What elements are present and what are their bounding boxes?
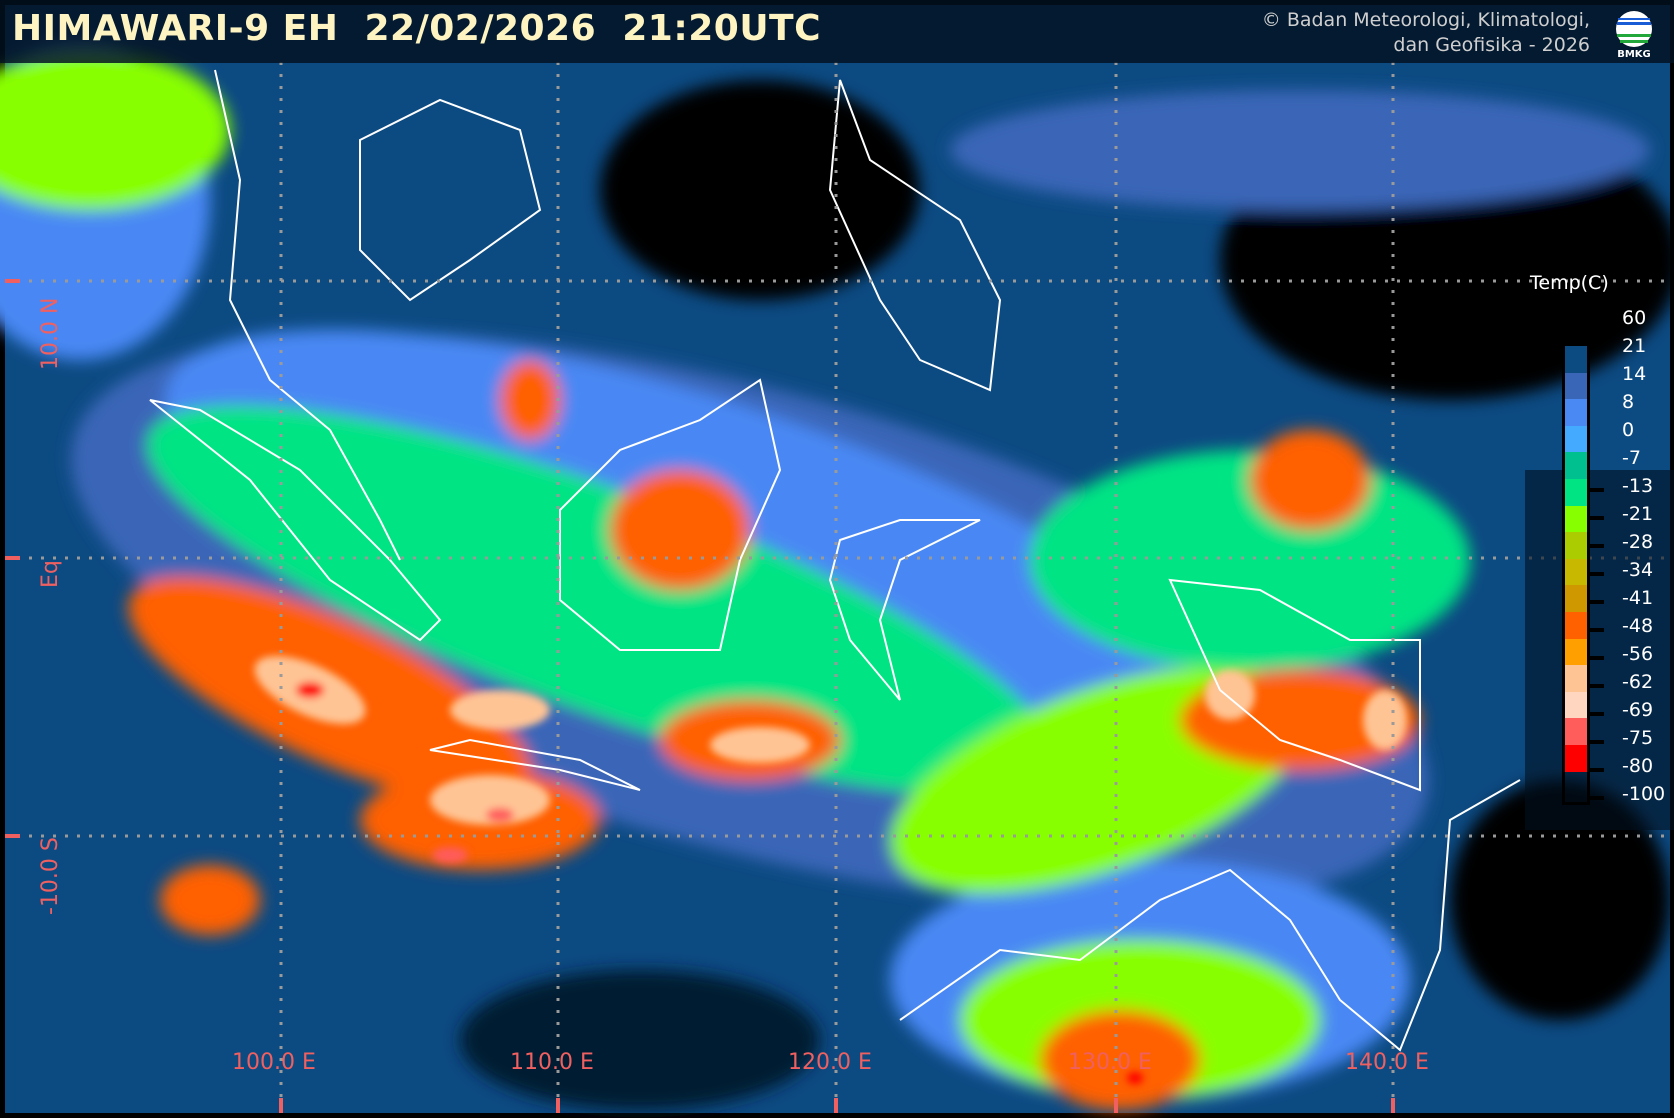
legend-tick	[1588, 572, 1604, 576]
colorbar-swatch	[1565, 638, 1587, 666]
legend-title: Temp(C)	[1530, 272, 1609, 294]
legend-label: 60	[1622, 307, 1647, 329]
lat-label-10n: 10.0 N	[38, 297, 63, 370]
axis-ticks	[5, 279, 1395, 1113]
lat-label-10s: -10.0 S	[38, 837, 63, 915]
legend-tick	[1588, 684, 1604, 688]
lon-label-140e: 140.0 E	[1345, 1050, 1429, 1075]
legend-tick	[1588, 628, 1604, 632]
colorbar-swatch	[1565, 452, 1587, 479]
colorbar-swatch	[1565, 691, 1587, 719]
legend-label: -75	[1622, 727, 1654, 749]
legend-label: -62	[1622, 671, 1654, 693]
colorbar-swatch	[1565, 558, 1587, 586]
colorbar-swatch	[1565, 425, 1587, 453]
colorbar-swatch	[1565, 532, 1587, 559]
header-bar: HIMAWARI-9 EH 22/02/2026 21:20UTC © Bada…	[0, 0, 1674, 63]
legend-label: -80	[1622, 755, 1654, 777]
legend-label: -13	[1622, 475, 1654, 497]
legend-tick	[1588, 656, 1604, 660]
colorbar-swatch	[1565, 611, 1587, 639]
colorbar-swatch	[1565, 665, 1587, 692]
colorbar-swatch	[1565, 718, 1587, 745]
temperature-colorbar	[1562, 343, 1590, 805]
coastlines	[149, 69, 1521, 1052]
bmkg-logo: BMKG	[1612, 10, 1656, 60]
lon-label-130e: 130.0 E	[1068, 1050, 1152, 1075]
legend-tick	[1588, 712, 1604, 716]
lon-label-100e: 100.0 E	[232, 1050, 316, 1075]
legend-label: -7	[1622, 447, 1641, 469]
legend-tick	[1588, 796, 1604, 800]
legend-label: 21	[1622, 335, 1647, 357]
colorbar-swatch	[1565, 346, 1587, 373]
colorbar-swatch	[1565, 372, 1587, 400]
legend-label: -69	[1622, 699, 1654, 721]
copyright-line-2: dan Geofisika - 2026	[1393, 34, 1590, 56]
lon-label-110e: 110.0 E	[510, 1050, 594, 1075]
legend-tick	[1588, 600, 1604, 604]
legend-tick	[1588, 488, 1604, 492]
colorbar-swatch	[1565, 585, 1587, 612]
legend-tick	[1588, 516, 1604, 520]
graticule	[5, 62, 1670, 1113]
legend-label: -41	[1622, 587, 1654, 609]
legend-tick	[1588, 544, 1604, 548]
colorbar-swatch	[1565, 505, 1587, 533]
legend-label: -28	[1622, 531, 1654, 553]
legend-label: -100	[1622, 783, 1666, 805]
legend-label: -34	[1622, 559, 1654, 581]
legend-label: 14	[1622, 363, 1647, 385]
lon-label-120e: 120.0 E	[788, 1050, 872, 1075]
legend-label: -56	[1622, 643, 1654, 665]
legend-tick	[1588, 768, 1604, 772]
legend-label: -48	[1622, 615, 1654, 637]
logo-text: BMKG	[1617, 49, 1651, 60]
legend-tick	[1588, 740, 1604, 744]
colorbar-swatch	[1565, 744, 1587, 772]
colorbar-swatch	[1565, 478, 1587, 506]
colorbar-swatch	[1565, 399, 1587, 426]
image-title: HIMAWARI-9 EH 22/02/2026 21:20UTC	[12, 8, 822, 49]
copyright: © Badan Meteorologi, Klimatologi, dan Ge…	[1262, 8, 1590, 58]
lat-label-eq: Eq	[38, 560, 63, 588]
legend-label: -21	[1622, 503, 1654, 525]
copyright-line-1: © Badan Meteorologi, Klimatologi,	[1261, 9, 1590, 31]
legend-label: 0	[1622, 419, 1635, 441]
legend-label: 8	[1622, 391, 1635, 413]
